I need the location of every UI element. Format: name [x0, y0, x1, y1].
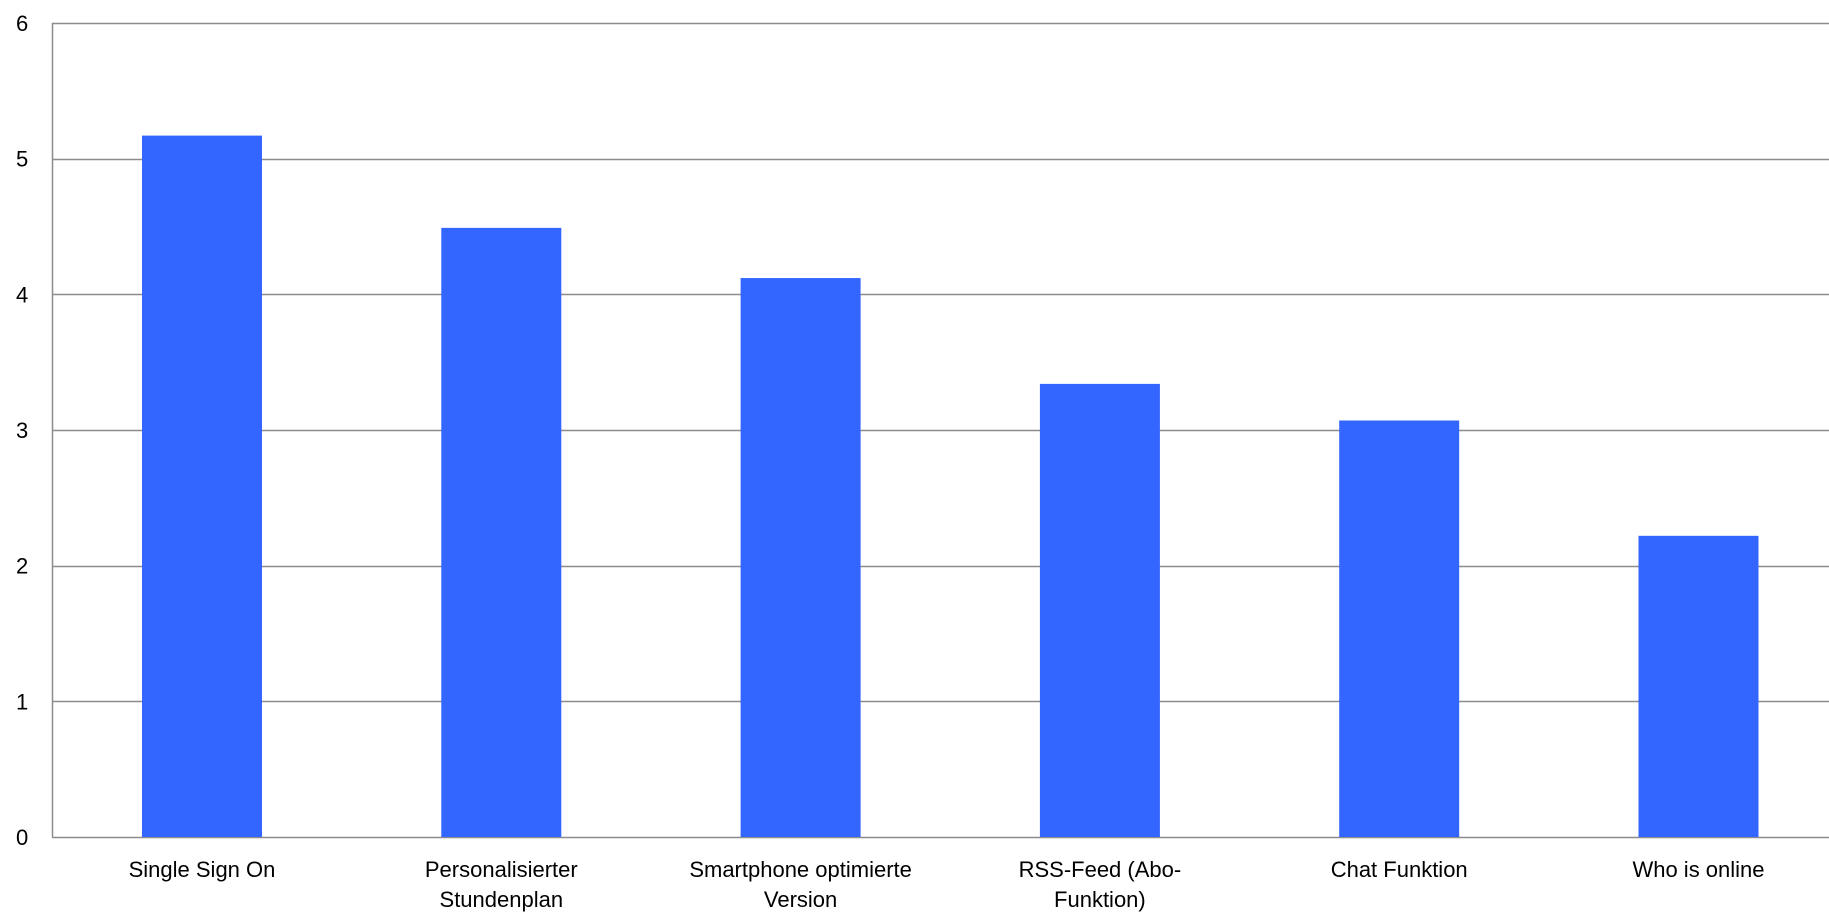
- y-tick-label: 5: [16, 147, 28, 172]
- bar: [1638, 535, 1759, 837]
- gridlines: [52, 22, 1829, 839]
- x-tick-label: Personalisierter Stundenplan: [425, 857, 578, 912]
- x-tick-label: Chat Funktion: [1331, 857, 1468, 882]
- bar: [142, 135, 262, 837]
- y-tick-label: 0: [16, 825, 28, 850]
- x-category-labels: Single Sign On Personalisierter Stundenpla…: [129, 857, 1765, 912]
- bar: [1039, 383, 1160, 837]
- x-tick-label: Single Sign On: [129, 857, 276, 882]
- bar: [441, 227, 562, 837]
- y-tick-label: 2: [16, 554, 28, 579]
- bar: [1339, 420, 1460, 837]
- x-tick-label: Smartphone optimierte Version: [689, 857, 912, 912]
- x-tick-label: RSS-Feed (Abo-Funktion): [1019, 857, 1182, 912]
- y-tick-label: 1: [16, 689, 28, 714]
- bars: [142, 135, 1759, 837]
- bar: [740, 278, 861, 837]
- y-tick-labels: 0 1 2 3 4 5 6: [16, 11, 28, 850]
- x-tick-label: Who is online: [1632, 857, 1764, 882]
- y-tick-label: 6: [16, 11, 28, 36]
- y-tick-label: 3: [16, 418, 28, 443]
- y-tick-label: 4: [16, 282, 28, 307]
